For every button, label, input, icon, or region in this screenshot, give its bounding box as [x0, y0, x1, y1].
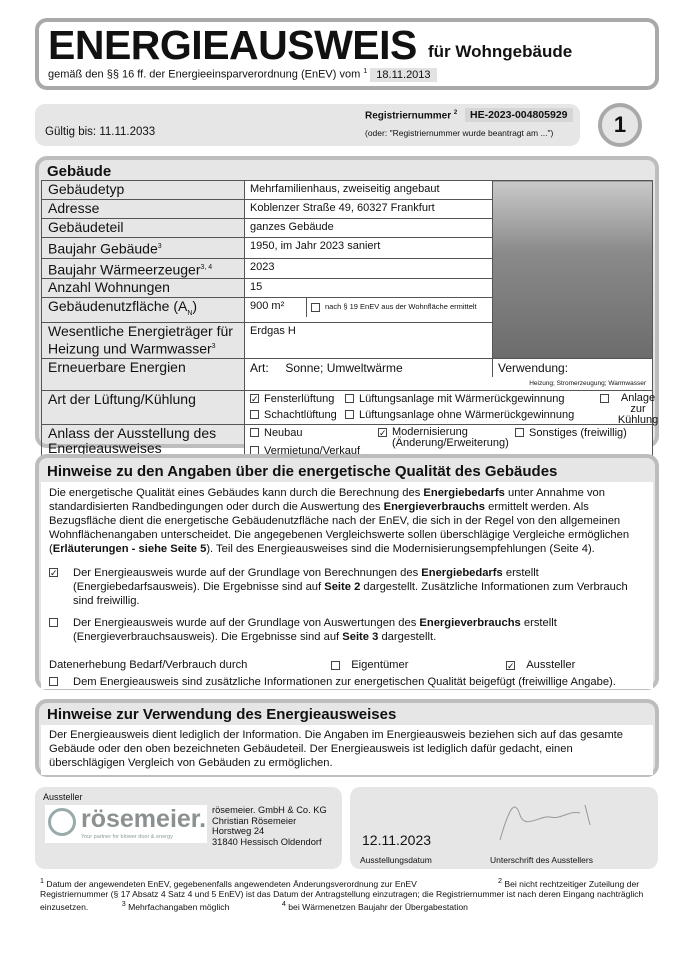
row-value: ganzes Gebäude	[244, 218, 493, 238]
row-value: 2023	[244, 257, 493, 280]
option-verbrauchsausweis[interactable]: Der Energieausweis wurde auf der Grundla…	[41, 616, 653, 644]
valid-until: Gültig bis: 11.11.2033	[45, 126, 156, 138]
building-photo	[492, 180, 653, 359]
row-value: 1950, im Jahr 2023 saniert	[244, 237, 493, 259]
table-row: Baujahr Wärmeerzeuger3, 4 2023	[41, 257, 653, 280]
checkbox[interactable]	[331, 660, 340, 670]
usage-heading: Hinweise zur Verwendung des Energieauswe…	[47, 706, 397, 723]
checkbox-checked[interactable]: ✓	[506, 660, 515, 671]
issuer-box: Aussteller rösemeier. Your partner for b…	[35, 787, 342, 869]
row-value: Koblenzer Straße 49, 60327 Frankfurt	[244, 199, 493, 219]
option-modernisierung[interactable]: ✓ Modernisierung (Änderung/Erweiterung)	[378, 425, 509, 449]
checkbox[interactable]	[345, 410, 354, 420]
row-label: Gebäudenutzfläche (AN)	[41, 297, 245, 324]
option-kuehlung[interactable]: Anlage zur Kühlung	[600, 392, 660, 426]
issuer-label: Aussteller	[43, 792, 83, 802]
checkbox[interactable]	[345, 394, 354, 404]
row-value: Erdgas H	[244, 322, 493, 359]
usage-text: Der Energieausweis dient lediglich der I…	[49, 729, 623, 769]
issuer-logo: rösemeier. Your partner for blower door …	[45, 805, 207, 843]
data-collection-row: Datenerhebung Bedarf/Verbrauch durch Eig…	[41, 658, 653, 672]
notes-heading: Hinweise zu den Angaben über die energet…	[47, 463, 558, 480]
option-schachtlueftung[interactable]: Schachtlüftung	[250, 409, 337, 421]
notes-section: Hinweise zu den Angaben über die energet…	[35, 454, 659, 690]
checkbox[interactable]	[515, 428, 524, 438]
row-label: Baujahr Gebäude3	[41, 237, 245, 259]
row-label: Wesentliche Energieträger für Heizung un…	[41, 322, 245, 359]
row-label: Adresse	[41, 199, 245, 219]
row-value: 900 m² nach § 19 EnEV aus der Wohnfläche …	[244, 297, 493, 324]
table-row: Erneuerbare Energien Art: Sonne; Umweltw…	[41, 357, 653, 391]
ventilation-options: ✓ Fensterlüftung Lüftungsanlage mit Wärme…	[244, 389, 658, 425]
table-row: Wesentliche Energieträger für Heizung un…	[41, 322, 653, 359]
row-label: Gebäudeteil	[41, 218, 245, 238]
registration-note: (oder: "Registriernummer wurde beantragt…	[365, 128, 554, 138]
checkbox-checked[interactable]: ✓	[49, 568, 58, 578]
page-number: 1	[598, 103, 642, 147]
row-label: Erneuerbare Energien	[41, 357, 245, 391]
row-value: 15	[244, 278, 493, 299]
signature-box: 12.11.2023 Ausstellungsdatum Unterschrif…	[350, 787, 658, 869]
signature-label: Unterschrift des Ausstellers	[490, 855, 593, 865]
option-neubau[interactable]: Neubau	[250, 427, 303, 439]
building-heading: Gebäude	[47, 163, 112, 180]
option-eigentuemer[interactable]: Eigentümer	[331, 658, 408, 672]
checkbox-checked[interactable]: ✓	[378, 427, 387, 438]
registration-number: HE-2023-004805929	[465, 108, 573, 122]
table-row: Gebäudenutzfläche (AN) 900 m² nach § 19 En…	[41, 297, 653, 324]
regulation-line: gemäß den §§ 16 ff. der Energieeinsparve…	[48, 67, 437, 82]
option-sonstiges[interactable]: Sonstiges (freiwillig)	[515, 427, 627, 439]
option-lueftung-ohne[interactable]: Lüftungsanlage ohne Wärmerückgewinnung	[345, 409, 574, 421]
title-box	[35, 18, 659, 90]
checkbox[interactable]	[49, 618, 58, 627]
table-row: Art der Lüftung/Kühlung ✓ Fensterlüftung …	[41, 389, 658, 425]
notes-intro: Die energetische Qualität eines Gebäudes…	[49, 487, 630, 555]
table-row: Baujahr Gebäude3 1950, im Jahr 2023 sanie…	[41, 237, 653, 259]
row-label: Gebäudetyp	[41, 180, 245, 200]
table-row: Gebäudeteil ganzes Gebäude	[41, 218, 653, 238]
page-title: ENERGIEAUSWEIS	[48, 22, 417, 68]
wohnflaeche-option[interactable]: nach § 19 EnEV aus der Wohnfläche ermitt…	[307, 302, 477, 312]
registration-label: Registriernummer 2	[365, 110, 458, 122]
usage-section: Hinweise zur Verwendung des Energieauswe…	[35, 699, 659, 777]
row-label: Art der Lüftung/Kühlung	[41, 389, 245, 425]
option-aussteller[interactable]: ✓ Aussteller	[506, 659, 576, 671]
table-row: Gebäudetyp Mehrfamilienhaus, zweiseitig a…	[41, 180, 653, 359]
checkbox[interactable]	[250, 428, 259, 438]
checkbox[interactable]	[311, 302, 320, 312]
row-value: Mehrfamilienhaus, zweiseitig angebaut	[244, 180, 493, 200]
logo-globe-icon	[48, 808, 76, 836]
data-collection-label: Datenerhebung Bedarf/Verbrauch durch	[49, 659, 248, 671]
option-bedarfsausweis[interactable]: ✓ Der Energieausweis wurde auf der Grundl…	[49, 567, 628, 607]
checkbox[interactable]	[250, 410, 259, 420]
signature-image	[499, 804, 591, 841]
regulation-date: 18.11.2013	[370, 67, 437, 82]
building-table: Gebäudetyp Mehrfamilienhaus, zweiseitig a…	[41, 180, 658, 462]
issue-date-label: Ausstellungsdatum	[360, 855, 432, 865]
checkbox-checked[interactable]: ✓	[250, 394, 259, 405]
option-fensterlueftung[interactable]: ✓ Fensterlüftung	[250, 392, 335, 405]
row-label: Anzahl Wohnungen	[41, 278, 245, 299]
option-lueftung-mit[interactable]: Lüftungsanlage mit Wärmerückgewinnung	[345, 393, 564, 405]
table-row: Anzahl Wohnungen 15	[41, 278, 653, 299]
checkbox[interactable]	[600, 393, 609, 403]
page-subtitle: für Wohngebäude	[428, 42, 573, 61]
footnotes: 1 Datum der angewendeten EnEV, gegebenen…	[40, 877, 644, 912]
checkbox[interactable]	[49, 677, 58, 686]
issuer-address: rösemeier. GmbH & Co. KG Christian Röseme…	[212, 805, 327, 847]
row-label: Baujahr Wärmeerzeuger3, 4	[41, 257, 245, 280]
building-section: Gebäude Gebäudetyp Mehrfamilienhaus, zwei…	[35, 156, 659, 462]
option-zusatzinfo[interactable]: Dem Energieausweis sind zusätzliche Info…	[41, 675, 653, 689]
issue-date: 12.11.2023	[362, 832, 432, 848]
validity-bar: Gültig bis: 11.11.2033 Registriernummer …	[35, 104, 580, 146]
row-value: Art: Sonne; Umweltwärme Verwendung: Heizun…	[244, 357, 653, 391]
